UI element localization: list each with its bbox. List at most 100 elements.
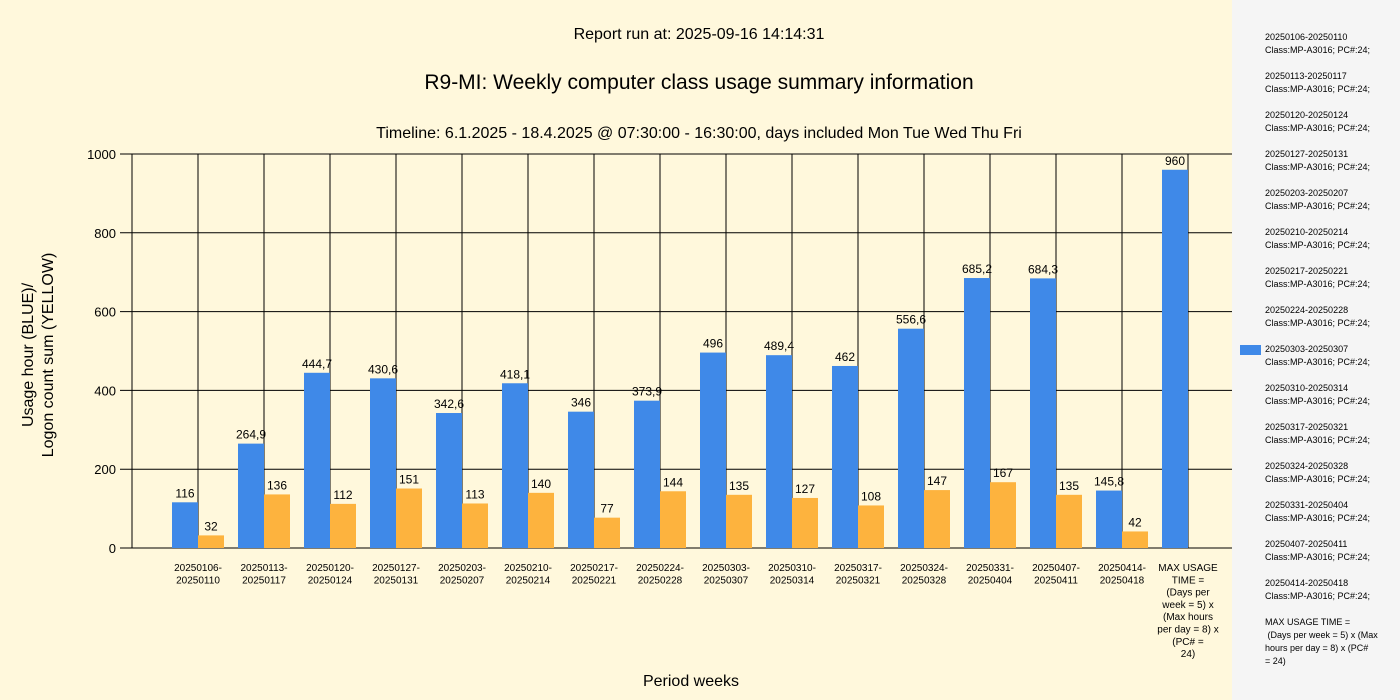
usage-hour-bar (238, 443, 264, 548)
usage-hour-label: 264,9 (236, 428, 266, 442)
legend-entry: 20250217-20250221 Class:MP-A3016; PC#:24; (1265, 266, 1371, 289)
logon-count-label: 127 (795, 482, 815, 496)
usage-hour-bar (964, 278, 990, 548)
usage-hour-bar (1096, 490, 1122, 548)
x-tick-label: 20250331-20250404 (966, 563, 1014, 586)
x-tick-label: 20250120-20250124 (306, 563, 354, 586)
usage-hour-label: 342,6 (434, 397, 464, 411)
timeline-subtitle: Timeline: 6.1.2025 - 18.4.2025 @ 07:30:0… (376, 125, 1022, 142)
y-tick-label: 200 (94, 462, 116, 477)
usage-hour-bar (568, 411, 594, 548)
logon-count-bar (396, 488, 422, 548)
logon-count-bar (990, 482, 1016, 548)
usage-hour-bar (370, 378, 396, 548)
legend-entry: 20250331-20250404 Class:MP-A3016; PC#:24; (1265, 500, 1371, 523)
legend-entry: 20250324-20250328 Class:MP-A3016; PC#:24; (1265, 461, 1371, 484)
y-tick-label: 600 (94, 305, 116, 320)
x-tick-label: 20250414-20250418 (1098, 563, 1146, 586)
legend-entry: MAX USAGE TIME = (Days per week = 5) x (… (1265, 617, 1378, 666)
chart-area: Report run at: 2025-09-16 14:14:31 R9-MI… (20, 26, 1232, 690)
usage-hour-label: 430,6 (368, 362, 398, 376)
y-axis-label-line2: Logon count sum (YELLOW) (40, 253, 57, 458)
usage-hour-bar (304, 372, 330, 548)
logon-count-label: 147 (927, 474, 947, 488)
logon-count-bar (528, 492, 554, 548)
usage-hour-bar (1030, 278, 1056, 548)
logon-count-bar (1122, 531, 1148, 548)
logon-count-bar (792, 497, 818, 548)
legend-entry: 20250106-20250110 Class:MP-A3016; PC#:24; (1265, 32, 1371, 55)
legend-entry: 20250303-20250307 Class:MP-A3016; PC#:24; (1265, 344, 1371, 367)
usage-hour-label: 116 (175, 486, 194, 500)
usage-hour-label: 444,7 (302, 357, 332, 371)
legend-swatch (1240, 345, 1261, 355)
x-tick-label: MAX USAGE TIME = (Days per week = 5) x (Max … (1157, 563, 1218, 660)
usage-hour-bar (634, 400, 660, 548)
legend-entry: 20250224-20250228 Class:MP-A3016; PC#:24; (1265, 305, 1371, 328)
usage-hour-bar (700, 352, 726, 548)
logon-count-label: 151 (399, 473, 419, 487)
usage-hour-label: 496 (703, 337, 723, 351)
x-tick-label: 20250317-20250321 (834, 563, 882, 586)
legend-entry: 20250407-20250411 Class:MP-A3016; PC#:24; (1265, 539, 1371, 562)
x-axis-label: Period weeks (643, 673, 739, 690)
usage-hour-bar (502, 383, 528, 548)
x-tick-label: 20250224-20250228 (636, 563, 684, 586)
logon-count-label: 140 (531, 477, 551, 491)
x-tick-label: 20250203-20250207 (438, 563, 486, 586)
chart-title: R9-MI: Weekly computer class usage summa… (424, 71, 973, 94)
logon-count-bar (1056, 494, 1082, 548)
logon-count-bar (594, 517, 620, 548)
usage-hour-bar (898, 328, 924, 548)
usage-hour-label: 373,9 (632, 385, 662, 399)
usage-hour-label: 556,6 (896, 313, 926, 327)
logon-count-label: 113 (465, 487, 484, 501)
usage-hour-bar (172, 502, 198, 548)
y-tick-label: 400 (94, 383, 116, 398)
legend-entry: 20250317-20250321 Class:MP-A3016; PC#:24; (1265, 422, 1371, 445)
y-axis-label-line1: Usage hour (BLUE)/ (20, 282, 37, 427)
legend-entry: 20250210-20250214 Class:MP-A3016; PC#:24; (1265, 227, 1371, 250)
logon-count-label: 135 (729, 479, 749, 493)
legend-entry: 20250414-20250418 Class:MP-A3016; PC#:24; (1265, 578, 1371, 601)
legend-entry: 20250203-20250207 Class:MP-A3016; PC#:24; (1265, 188, 1371, 211)
usage-hour-label: 960 (1165, 154, 1185, 168)
x-tick-label: 20250113-20250117 (240, 563, 287, 586)
legend-entry: 20250127-20250131 Class:MP-A3016; PC#:24; (1265, 149, 1371, 172)
legend-entry: 20250113-20250117 Class:MP-A3016; PC#:24; (1265, 71, 1371, 94)
logon-count-bar (726, 494, 752, 548)
x-tick-label: 20250310-20250314 (768, 563, 816, 586)
logon-count-bar (924, 490, 950, 548)
logon-count-bar (198, 535, 224, 548)
usage-hour-label: 418,1 (500, 367, 530, 381)
logon-count-bar (858, 505, 884, 548)
logon-count-bar (330, 503, 356, 548)
logon-count-label: 32 (204, 519, 218, 533)
usage-hour-label: 462 (835, 350, 855, 364)
logon-count-label: 42 (1128, 515, 1142, 529)
usage-hour-label: 346 (571, 396, 591, 410)
usage-hour-label: 685,2 (962, 262, 992, 276)
usage-hour-bar (1162, 169, 1188, 548)
usage-hour-bar (436, 413, 462, 548)
logon-count-label: 136 (267, 478, 287, 492)
logon-count-label: 167 (993, 466, 1013, 480)
x-tick-label: 20250210-20250214 (504, 563, 552, 586)
bars: 116 264,9 444,7 430,6 342,6 418,1 346 373,9 496 4… (172, 154, 1188, 548)
x-tick-label: 20250127-20250131 (372, 563, 420, 586)
usage-hour-label: 145,8 (1094, 475, 1124, 489)
logon-count-label: 108 (861, 489, 881, 503)
x-tick-label: 20250106-20250110 (174, 563, 222, 586)
logon-count-bar (264, 494, 290, 548)
report-run-text: Report run at: 2025-09-16 14:14:31 (574, 26, 825, 43)
usage-hour-label: 684,3 (1028, 262, 1058, 276)
y-tick-label: 0 (109, 541, 116, 556)
usage-hour-label: 489,4 (764, 339, 794, 353)
legend-entry: 20250120-20250124 Class:MP-A3016; PC#:24; (1265, 110, 1371, 133)
logon-count-label: 77 (600, 502, 614, 516)
x-tick-label: 20250303-20250307 (702, 563, 750, 586)
usage-hour-bar (766, 355, 792, 548)
axes: 0 200 400 600 800 1000 20250106-20250110 202501… (87, 147, 1219, 660)
y-tick-label: 1000 (87, 147, 116, 162)
legend-entry: 20250310-20250314 Class:MP-A3016; PC#:24; (1265, 383, 1371, 406)
